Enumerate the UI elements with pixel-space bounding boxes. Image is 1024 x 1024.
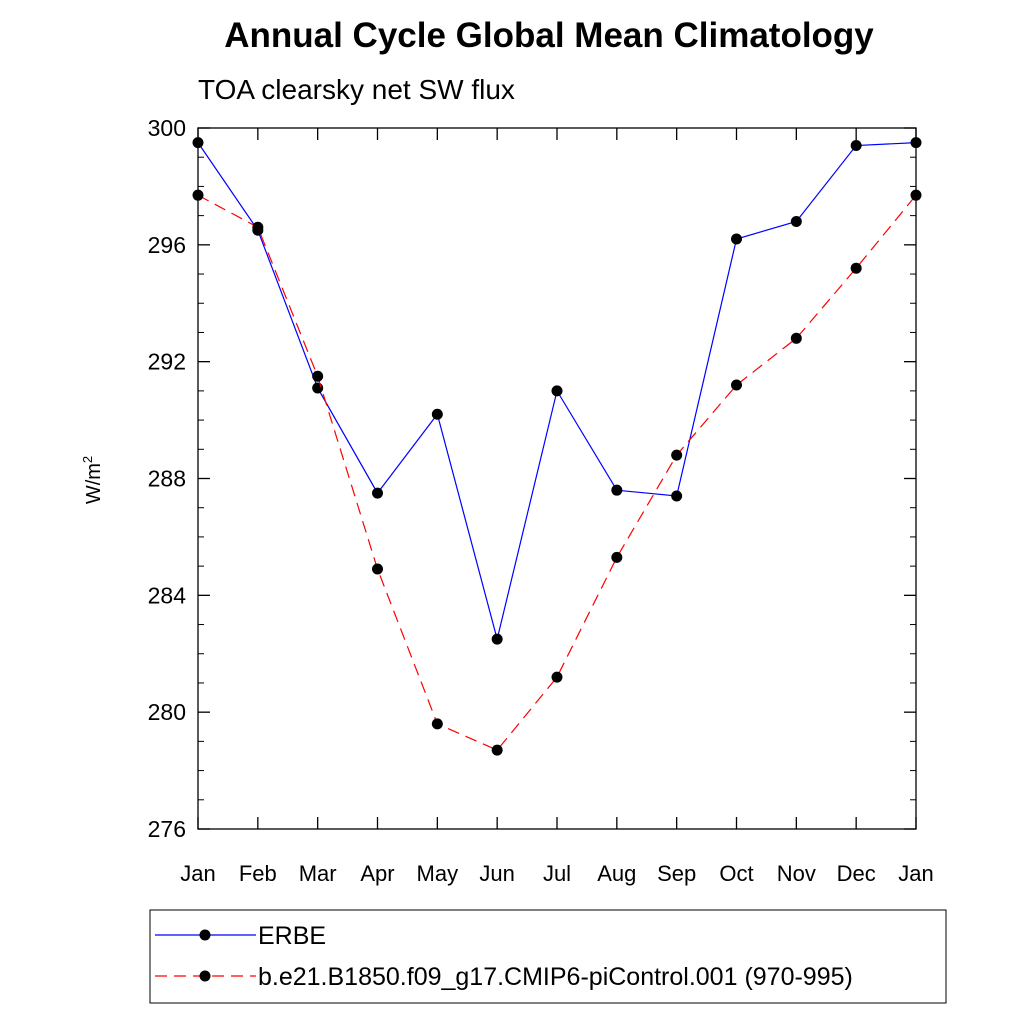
y-axis-label-superscript: 2: [80, 456, 95, 463]
y-tick-label: 276: [148, 816, 186, 842]
x-tick-label: May: [417, 861, 459, 886]
y-tick-label: 280: [148, 699, 186, 725]
data-point-series-1: [192, 189, 204, 201]
data-point-series-1: [850, 262, 862, 274]
legend: ERBE b.e21.B1850.f09_g17.CMIP6-piControl.…: [155, 922, 853, 991]
data-point-series-1: [671, 449, 683, 461]
data-point-series-1: [790, 332, 802, 344]
series-line-1: [197, 194, 917, 751]
data-point-series-1: [910, 189, 922, 201]
axis-ticks: 276 280 284 288 292 296 300 Jan Feb Mar Apr May Jun J…: [148, 115, 934, 886]
x-tick-label: Jun: [479, 861, 514, 886]
data-point-series-1: [252, 221, 264, 233]
x-tick-label: Oct: [719, 861, 753, 886]
data-point-series-0: [372, 487, 383, 499]
legend-label-1: b.e21.B1850.f09_g17.CMIP6-piControl.001 …: [258, 963, 853, 991]
data-point-series-1: [551, 671, 563, 683]
data-point-series-1: [312, 370, 324, 382]
data-point-series-1: [431, 718, 443, 730]
y-tick-label: 288: [148, 466, 186, 492]
legend-marker-0: [199, 929, 211, 941]
y-tick-label: 300: [148, 115, 186, 141]
x-tick-label: Jan: [898, 861, 933, 886]
data-point-series-0: [192, 137, 204, 149]
data-point-series-1: [372, 563, 383, 575]
data-point-series-1: [491, 744, 503, 756]
chart-title: Annual Cycle Global Mean Climatology: [224, 16, 874, 55]
x-tick-label: Jul: [543, 861, 571, 886]
data-point-series-1: [611, 551, 623, 563]
y-tick-label: 296: [148, 232, 186, 258]
legend-marker-1: [199, 970, 211, 982]
y-tick-label: 292: [148, 349, 186, 375]
x-tick-label: Apr: [360, 861, 394, 886]
data-point-series-0: [910, 137, 922, 149]
data-point-series-0: [850, 140, 862, 152]
x-tick-label: Feb: [239, 861, 277, 886]
plot-frame: [197, 127, 917, 830]
y-tick-label: 284: [148, 582, 187, 608]
legend-label-0: ERBE: [258, 922, 326, 950]
data-point-series-0: [611, 484, 623, 496]
legend-box: [149, 909, 947, 1004]
x-tick-label: Jan: [180, 861, 215, 886]
data-point-series-0: [431, 408, 443, 420]
svg-text:W/m2: W/m2: [80, 456, 105, 504]
data-point-series-0: [731, 233, 742, 245]
data-point-series-0: [551, 385, 563, 397]
data-point-series-0: [312, 382, 324, 394]
data-point-series-1: [731, 379, 742, 391]
x-tick-label: Dec: [837, 861, 876, 886]
data-point-series-0: [671, 490, 683, 502]
y-axis-label-text: W/m: [83, 463, 105, 504]
data-point-series-0: [790, 215, 802, 227]
x-tick-label: Mar: [299, 861, 337, 886]
x-tick-label: Sep: [657, 861, 696, 886]
chart-subtitle: TOA clearsky net SW flux: [198, 74, 515, 105]
y-axis-label: W/m2: [80, 456, 105, 504]
data-point-series-0: [491, 633, 503, 645]
series-layer: [192, 137, 922, 756]
x-tick-label: Nov: [777, 861, 816, 886]
x-tick-label: Aug: [597, 861, 636, 886]
